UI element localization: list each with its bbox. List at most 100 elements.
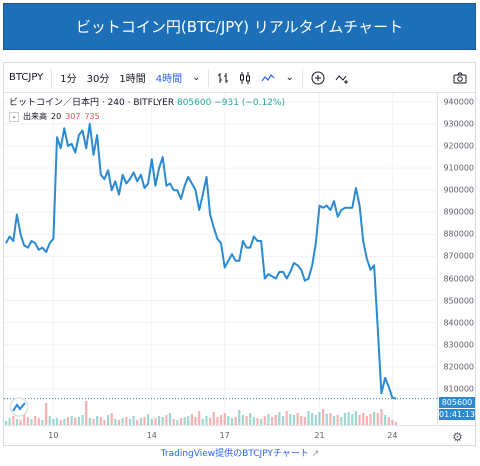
volume-bar <box>55 418 59 425</box>
volume-bar <box>125 417 128 425</box>
volume-bar <box>37 418 40 425</box>
volume-bar <box>238 410 241 425</box>
volume-bar <box>358 415 361 425</box>
volume-bar <box>376 413 379 425</box>
time-axis-label: 10 <box>48 431 59 440</box>
volume-bar <box>190 414 193 425</box>
volume-bar <box>128 419 132 425</box>
volume-bar <box>194 417 197 425</box>
volume-bar <box>45 403 48 425</box>
volume-bar <box>66 417 70 425</box>
tradingview-link[interactable]: TradingView提供のBTCJPYチャート <box>160 449 309 459</box>
add-indicator-icon[interactable] <box>306 63 330 93</box>
bar-style-icon[interactable] <box>212 63 234 93</box>
line-style-icon[interactable] <box>256 63 280 93</box>
volume-bar <box>303 417 306 425</box>
volume-bar <box>143 417 146 425</box>
volume-bar <box>365 416 368 425</box>
volume-bar <box>30 419 33 425</box>
current-price-tag: 805600 <box>439 396 475 408</box>
volume-bar <box>183 417 186 425</box>
volume-bar <box>274 415 277 425</box>
volume-bar <box>154 418 157 425</box>
time-axis-label: 21 <box>314 431 325 440</box>
price-axis-label: 830000 <box>443 340 474 350</box>
volume-bar <box>354 411 357 425</box>
price-axis-label: 900000 <box>443 185 474 195</box>
interval-30m[interactable]: 30分 <box>86 74 110 85</box>
volume-bar <box>387 417 390 425</box>
price-axis-label: 890000 <box>443 207 474 217</box>
series-legend: ビットコイン／日本円 · 240 · BITFLYER 805600 −931 … <box>9 95 285 108</box>
toolbar-divider <box>208 68 210 87</box>
volume-bar <box>219 415 223 425</box>
price-axis-label: 820000 <box>443 362 474 372</box>
volume-bar <box>88 418 91 425</box>
volume-bar <box>311 413 314 425</box>
price-axis-label: 850000 <box>443 296 474 306</box>
volume-value-2: 307 <box>65 112 81 121</box>
volume-bar <box>201 419 204 425</box>
volume-bar <box>26 417 29 425</box>
volume-bar <box>48 416 51 425</box>
price-axis-label: 880000 <box>443 229 474 239</box>
volume-bar <box>77 417 80 425</box>
volume-bar <box>121 418 124 425</box>
volume-bar <box>216 417 219 425</box>
volume-bar <box>74 418 77 425</box>
volume-bar <box>70 416 73 425</box>
volume-bar <box>168 413 172 425</box>
symbol-search[interactable]: BTCJPY <box>9 72 44 83</box>
compare-symbol-icon[interactable] <box>330 63 354 93</box>
volume-bar <box>161 417 164 425</box>
volume-bar <box>296 413 299 425</box>
volume-bar <box>172 419 175 425</box>
volume-bar <box>362 413 365 425</box>
volume-bar <box>147 414 150 425</box>
volume-bar <box>63 419 66 425</box>
toolbar-divider <box>301 68 303 87</box>
volume-bar <box>256 418 259 425</box>
chart-svg[interactable] <box>4 93 438 425</box>
volume-bar <box>212 412 215 425</box>
price-axis-label: 920000 <box>443 141 474 151</box>
volume-bar <box>347 412 350 425</box>
price-axis[interactable]: 810000 820000 830000 840000 850000 860000 8700… <box>438 93 477 425</box>
volume-bar <box>227 416 230 425</box>
volume-bar <box>332 416 336 425</box>
volume-bar <box>329 413 332 425</box>
volume-bar <box>373 412 376 425</box>
interval-1m[interactable]: 1分 <box>60 74 77 85</box>
series-change: −931 (−0.12%) <box>214 98 285 108</box>
volume-label: 出来高 <box>23 112 47 121</box>
volume-bar <box>19 420 22 425</box>
candles-icon[interactable] <box>234 63 256 93</box>
chart-toolbar: BTCJPY 1分 30分 1時間 4時間 ⌄ ⌄ <box>4 63 475 93</box>
interval-4h[interactable]: 4時間 <box>155 74 183 85</box>
volume-bar <box>241 415 245 425</box>
volume-bar <box>383 415 387 425</box>
tradingview-logo-icon[interactable] <box>9 397 29 417</box>
volume-bar <box>209 418 212 425</box>
chart-plot-area[interactable]: ビットコイン／日本円 · 240 · BITFLYER 805600 −931 … <box>4 93 438 425</box>
volume-bar <box>157 416 161 425</box>
camera-icon[interactable] <box>448 63 475 93</box>
bar-countdown-tag: 01:41:13 <box>439 408 475 420</box>
volume-bar <box>92 419 95 425</box>
footer-attribution: TradingView提供のBTCJPYチャート ↗ <box>0 446 480 459</box>
interval-dropdown-icon[interactable]: ⌄ <box>192 72 201 83</box>
price-axis-label: 930000 <box>443 119 474 129</box>
series-name: ビットコイン／日本円 · 240 · BITFLYER <box>9 98 175 108</box>
chart-type-dropdown-icon[interactable]: ⌄ <box>285 72 294 83</box>
volume-bar <box>150 419 153 425</box>
volume-bar <box>176 420 179 425</box>
price-axis-label: 810000 <box>443 384 474 394</box>
settings-gear-icon[interactable]: ⚙ <box>438 425 477 447</box>
volume-bar <box>336 415 339 425</box>
volume-bar <box>99 417 102 425</box>
time-axis[interactable]: 10 14 17 21 24 <box>4 425 438 447</box>
collapse-legend-icon[interactable]: ⌄ <box>9 111 19 122</box>
volume-bar <box>12 416 15 425</box>
interval-1h[interactable]: 1時間 <box>119 74 146 85</box>
volume-bar <box>4 421 8 425</box>
